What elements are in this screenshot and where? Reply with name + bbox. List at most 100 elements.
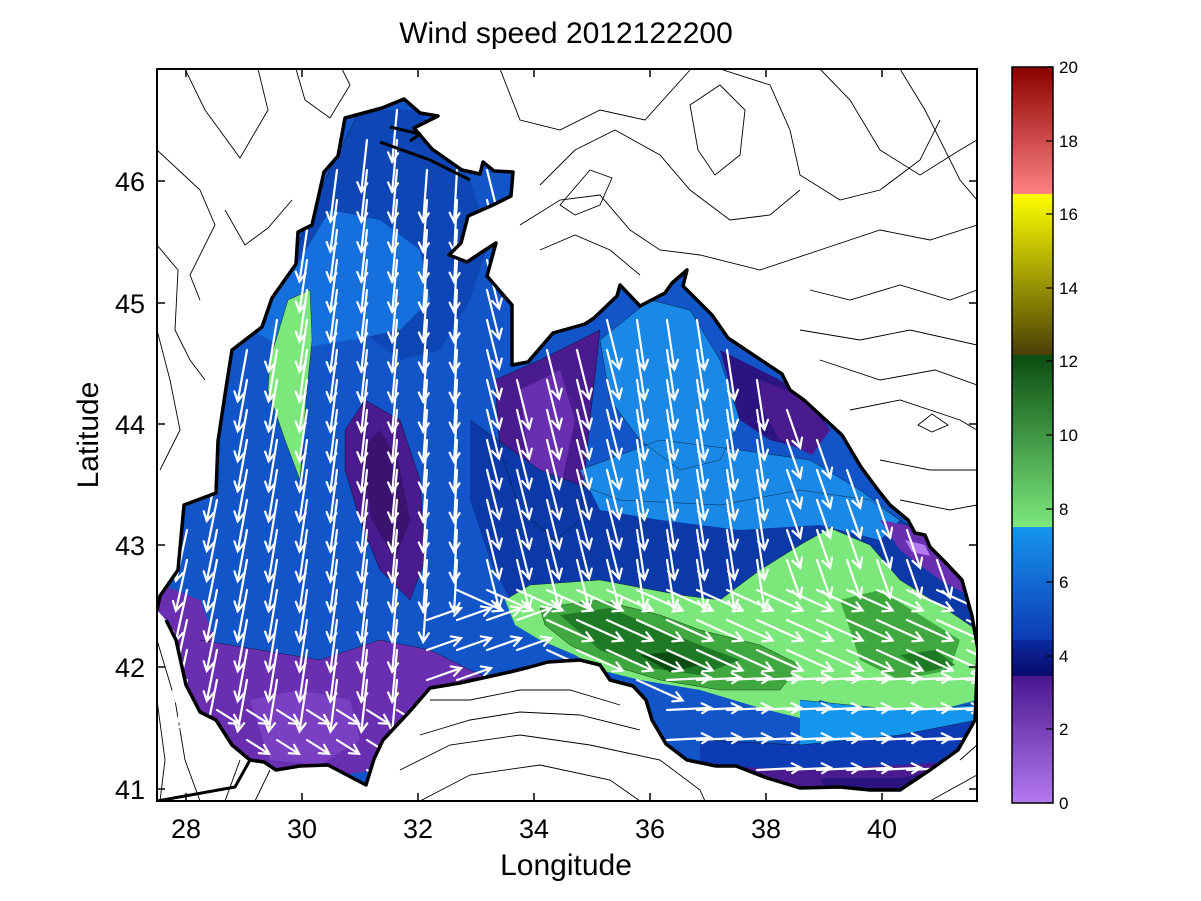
wind-arrow (845, 528, 864, 570)
wind-arrow (264, 378, 279, 434)
wind-arrow (545, 588, 595, 613)
wind-arrow (665, 672, 714, 685)
colorbar-tick-label: 2 (1059, 720, 1068, 739)
x-tick-label: 38 (751, 814, 781, 844)
wind-arrow (325, 678, 339, 734)
wind-arrow (605, 468, 623, 521)
wind-vectors (171, 108, 977, 786)
x-tick-label: 28 (171, 814, 201, 844)
wind-arrow (245, 738, 271, 756)
wind-arrow (233, 558, 249, 614)
wind-arrow (233, 588, 249, 644)
wind-arrow (485, 348, 503, 401)
wind-arrow (417, 528, 430, 585)
colorbar: 0 2 4 6 8 10 12 14 16 18 20 (1011, 58, 1078, 813)
wind-arrow (515, 588, 565, 613)
wind-arrow (785, 498, 804, 540)
wind-arrow (264, 588, 279, 644)
wind-arrow (695, 672, 744, 685)
wind-arrow (515, 378, 533, 431)
wind-arrow (417, 468, 430, 525)
wind-arrow (417, 588, 430, 645)
wind-arrow (417, 438, 430, 495)
wind-arrow (545, 348, 563, 401)
wind-arrow (875, 588, 925, 613)
wind-arrow (485, 438, 503, 491)
wind-arrow (905, 618, 955, 643)
wind-arrow (515, 635, 554, 652)
wind-arrow (575, 618, 625, 643)
wind-arrow (545, 528, 563, 581)
wind-arrow (515, 528, 533, 581)
wind-arrow (845, 672, 894, 685)
wind-arrow (785, 588, 835, 613)
wind-arrow (605, 438, 623, 491)
wind-arrow (335, 738, 361, 756)
wind-arrow (264, 648, 279, 704)
wind-arrow (455, 588, 505, 613)
wind-arrow (605, 528, 623, 581)
wind-arrow (785, 438, 804, 480)
wind-arrow (875, 732, 924, 745)
wind-arrow (485, 168, 503, 221)
wind-arrow (635, 678, 685, 703)
wind-arrow (785, 468, 804, 510)
colorbar-band (1012, 527, 1053, 640)
wind-arrow (905, 528, 924, 570)
wind-arrow (785, 702, 834, 715)
wind-arrow (935, 732, 977, 745)
colorbar-tick-label: 0 (1059, 794, 1068, 813)
wind-arrow (785, 408, 804, 450)
wind-arrow (575, 588, 625, 613)
colorbar-tick-label: 18 (1059, 132, 1078, 151)
wind-arrow (905, 588, 955, 613)
wind-arrow (264, 468, 279, 524)
x-tick-label: 36 (635, 814, 665, 844)
wind-arrow (815, 648, 865, 673)
wind-arrow (725, 618, 775, 643)
wind-arrow (845, 468, 864, 510)
wind-arrow (515, 408, 533, 461)
wind-arrow (785, 528, 804, 570)
wind-arrow (202, 618, 219, 674)
wind-arrow (755, 732, 804, 745)
wind-arrow (365, 708, 391, 726)
wind-arrow (815, 732, 864, 745)
wind-arrow (815, 468, 834, 510)
wind-arrow (755, 648, 805, 673)
wind-arrow (575, 378, 593, 431)
wind-arrow (417, 258, 430, 315)
wind-arrow (417, 288, 430, 345)
wind-arrow (695, 702, 744, 715)
wind-arrow (233, 618, 249, 674)
y-tick-label: 43 (115, 531, 145, 561)
wind-arrow (755, 672, 804, 685)
wind-arrow (448, 468, 461, 525)
wind-arrow (202, 498, 219, 554)
wind-arrow (485, 588, 535, 613)
wind-arrow (485, 468, 503, 521)
wind-arrow (905, 672, 954, 685)
wind-arrow (448, 348, 461, 405)
wind-arrow (202, 648, 219, 704)
wind-arrow (575, 648, 625, 673)
wind-arrow (395, 708, 421, 726)
wind-arrow (215, 708, 241, 726)
y-tick-label: 42 (115, 653, 145, 683)
wind-arrow (635, 618, 685, 643)
wind-arrow (545, 408, 563, 461)
y-axis-label: Latitude (72, 382, 105, 489)
wind-arrow (417, 228, 430, 285)
wind-arrow (875, 648, 925, 673)
wind-arrow (605, 348, 623, 401)
wind-arrow (335, 708, 361, 726)
wind-arrow (935, 588, 977, 613)
x-axis (185, 69, 883, 801)
wind-arrow (264, 678, 279, 734)
wind-arrow (356, 678, 369, 734)
wind-arrow (665, 702, 714, 715)
wind-arrow (845, 702, 894, 715)
wind-arrow (202, 588, 219, 644)
wind-arrow (515, 605, 554, 622)
wind-arrow (605, 378, 623, 431)
